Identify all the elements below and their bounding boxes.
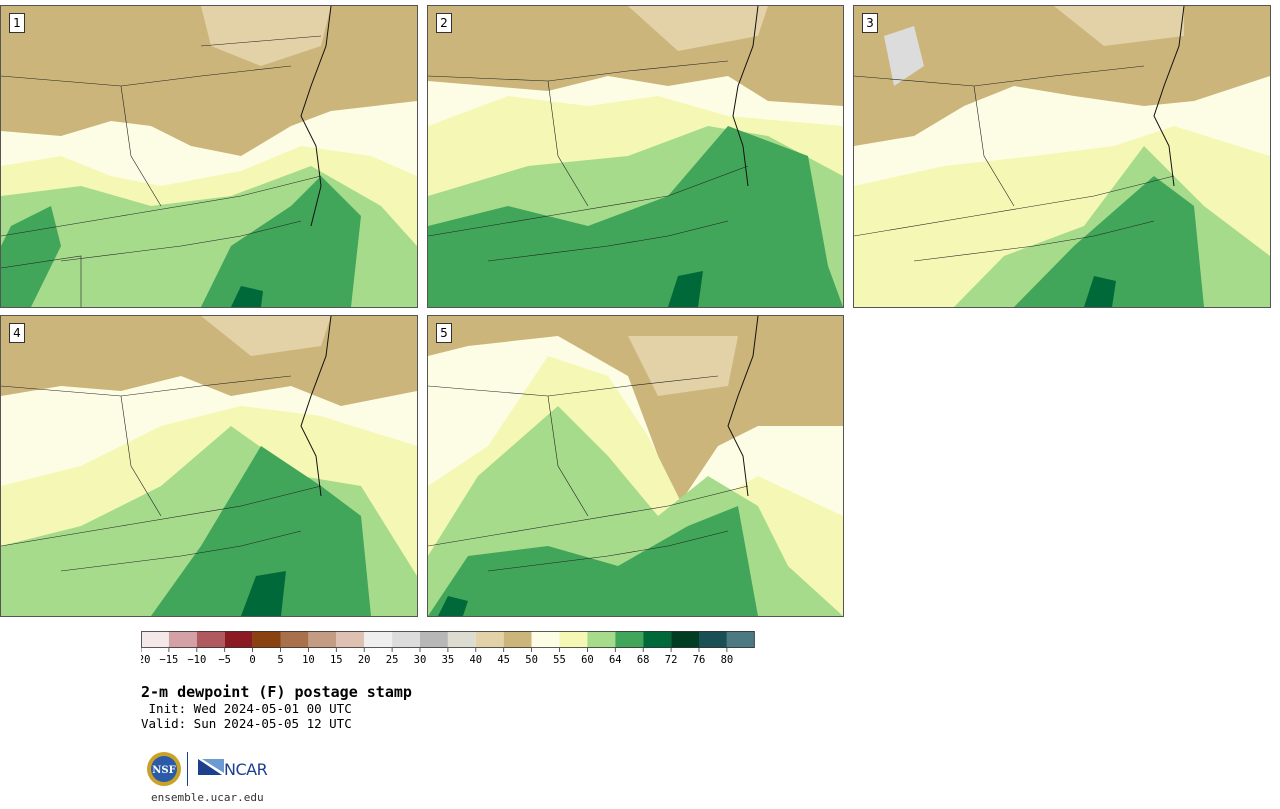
colorbar-tick-label: 50 [525,654,538,666]
colorbar-tick-label: 20 [358,654,371,666]
colorbar-tick-label: 80 [721,654,734,666]
chart-title: 2-m dewpoint (F) postage stamp [141,683,412,701]
valid-time: Valid: Sun 2024-05-05 12 UTC [141,716,352,731]
colorbar-swatch [252,631,281,648]
colorbar-tick-label: 72 [665,654,678,666]
colorbar-tick-label: 0 [249,654,255,666]
colorbar-tick-label: 15 [330,654,343,666]
colorbar-border [141,631,755,648]
colorbar: −20 −15 −10 −5 0 5 10 15 20 25 30 35 40 45 50 55 60 64 68 7… [141,631,755,666]
svg-text:NSF: NSF [152,765,175,776]
colorbar-swatch [336,631,365,648]
colorbar-swatch [726,631,755,648]
panel-label: 5 [436,323,452,343]
colorbar-tick-label: −10 [187,654,206,666]
map-panel-1: 1 [0,5,418,308]
colorbar-swatch [531,631,560,648]
map-panel-5: 5 [427,315,844,617]
colorbar-tick-label: 10 [302,654,315,666]
panel-label: 2 [436,13,452,33]
colorbar-tick-label: 60 [581,654,594,666]
colorbar-tick-label: −15 [159,654,178,666]
map-panel-4: 4 [0,315,418,617]
ncar-logo-text: NCAR [224,760,268,779]
colorbar-swatch [699,631,727,648]
colorbar-swatch [671,631,699,648]
colorbar-tick-label: 76 [693,654,706,666]
colorbar-tick-label: 55 [553,654,566,666]
map-4 [1,316,417,616]
site-url[interactable]: ensemble.ucar.edu [151,791,264,804]
map-2 [428,6,843,307]
map-5 [428,316,843,616]
panel-label: 1 [9,13,25,33]
panel-label: 4 [9,323,25,343]
colorbar-swatch [168,631,197,648]
logo-divider [187,752,188,786]
colorbar-tick-label: −5 [218,654,231,666]
colorbar-swatch [280,631,309,648]
colorbar-swatch [364,631,393,648]
colorbar-swatch [587,631,616,648]
colorbar-swatch [224,631,253,648]
colorbar-swatch [643,631,672,648]
colorbar-tick-label: 5 [277,654,283,666]
colorbar-tick-label: 64 [609,654,622,666]
colorbar-swatch [615,631,644,648]
colorbar-swatch [559,631,588,648]
colorbar-swatch [447,631,476,648]
map-1 [1,6,417,307]
colorbar-swatch [503,631,532,648]
map-panel-3: 3 [853,5,1271,308]
colorbar-tick-label: 40 [469,654,482,666]
colorbar-swatch [475,631,504,648]
colorbar-swatch [196,631,225,648]
nsf-logo: NSF [147,752,181,786]
colorbar-tick-label: −20 [141,654,150,666]
panel-label: 3 [862,13,878,33]
map-3 [854,6,1270,307]
ncar-mark-icon [198,759,224,775]
colorbar-tick-label: 45 [497,654,510,666]
colorbar-tick-label: 30 [414,654,427,666]
colorbar-swatch [392,631,420,648]
map-panel-2: 2 [427,5,844,308]
colorbar-swatch [420,631,448,648]
colorbar-tick-label: 35 [442,654,455,666]
colorbar-swatch [141,631,169,648]
init-time: Init: Wed 2024-05-01 00 UTC [141,701,352,716]
colorbar-swatch [308,631,337,648]
colorbar-tick-label: 68 [637,654,650,666]
colorbar-tick-label: 25 [386,654,399,666]
